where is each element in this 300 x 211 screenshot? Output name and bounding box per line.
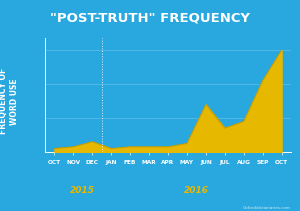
Text: 2015: 2015 (70, 186, 95, 195)
Text: 2016: 2016 (184, 186, 209, 195)
Text: "POST-TRUTH" FREQUENCY: "POST-TRUTH" FREQUENCY (50, 11, 250, 24)
Text: Oxforddictionaries.com: Oxforddictionaries.com (243, 206, 291, 210)
Text: FREQUENCY OF
WORD USE: FREQUENCY OF WORD USE (0, 68, 19, 134)
